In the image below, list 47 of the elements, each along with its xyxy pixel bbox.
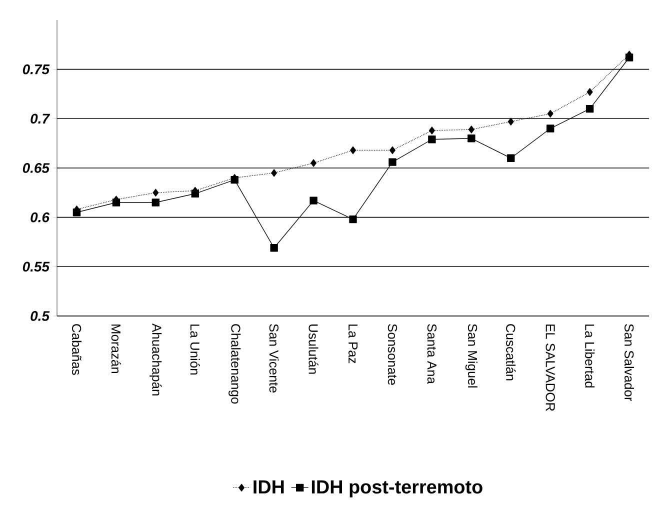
x-tick-label: Cuscatlán xyxy=(506,324,516,380)
point xyxy=(112,198,120,206)
point xyxy=(586,88,593,96)
point xyxy=(152,198,160,206)
x-tick-label: La Paz xyxy=(348,324,358,364)
x-tick-label: Ahuachapán xyxy=(150,324,162,396)
point xyxy=(507,154,515,162)
x-tick-label: Usulután xyxy=(308,324,318,374)
point xyxy=(428,136,436,144)
x-tick-label: San Salvador xyxy=(624,324,634,402)
y-tick-label: 0.6 xyxy=(30,212,50,222)
x-tick-label: Santa Ana xyxy=(427,324,437,384)
x-tick-label: La Libertad xyxy=(585,324,595,388)
x-tick-label: La Unión xyxy=(190,324,200,374)
y-tick-label: 0.7 xyxy=(30,114,50,124)
point xyxy=(271,169,278,177)
x-tick-label: Sonsonate xyxy=(388,324,398,385)
legend-label: IDH post-terremoto xyxy=(312,480,482,498)
y-tick-label: 0.55 xyxy=(22,262,50,272)
point xyxy=(390,146,396,154)
point xyxy=(428,126,435,134)
legend-label: IDH xyxy=(254,480,284,494)
point xyxy=(350,146,356,154)
x-tick-label: San Vicente xyxy=(269,324,279,393)
y-tick-label: 0.5 xyxy=(30,311,50,321)
point xyxy=(468,134,476,142)
point xyxy=(191,190,199,198)
point xyxy=(349,215,357,224)
point xyxy=(310,159,317,167)
point xyxy=(152,188,159,197)
y-tick-label: 0.75 xyxy=(22,64,50,74)
point xyxy=(72,208,81,216)
x-tick-label: Cabañas xyxy=(72,324,82,375)
y-tick-label: 0.65 xyxy=(22,163,50,173)
point xyxy=(625,54,634,62)
x-tick-label: San Miguel xyxy=(465,324,478,388)
point xyxy=(547,110,554,118)
point xyxy=(270,244,278,252)
point xyxy=(508,118,514,126)
point xyxy=(468,126,474,134)
point xyxy=(586,104,594,113)
point xyxy=(546,124,554,132)
point xyxy=(388,158,396,166)
x-tick-label: Morazán xyxy=(111,324,122,374)
x-tick-label: Chalatenango xyxy=(228,324,241,404)
x-tick-label: EL SALVADOR xyxy=(546,324,555,411)
point xyxy=(310,196,318,204)
